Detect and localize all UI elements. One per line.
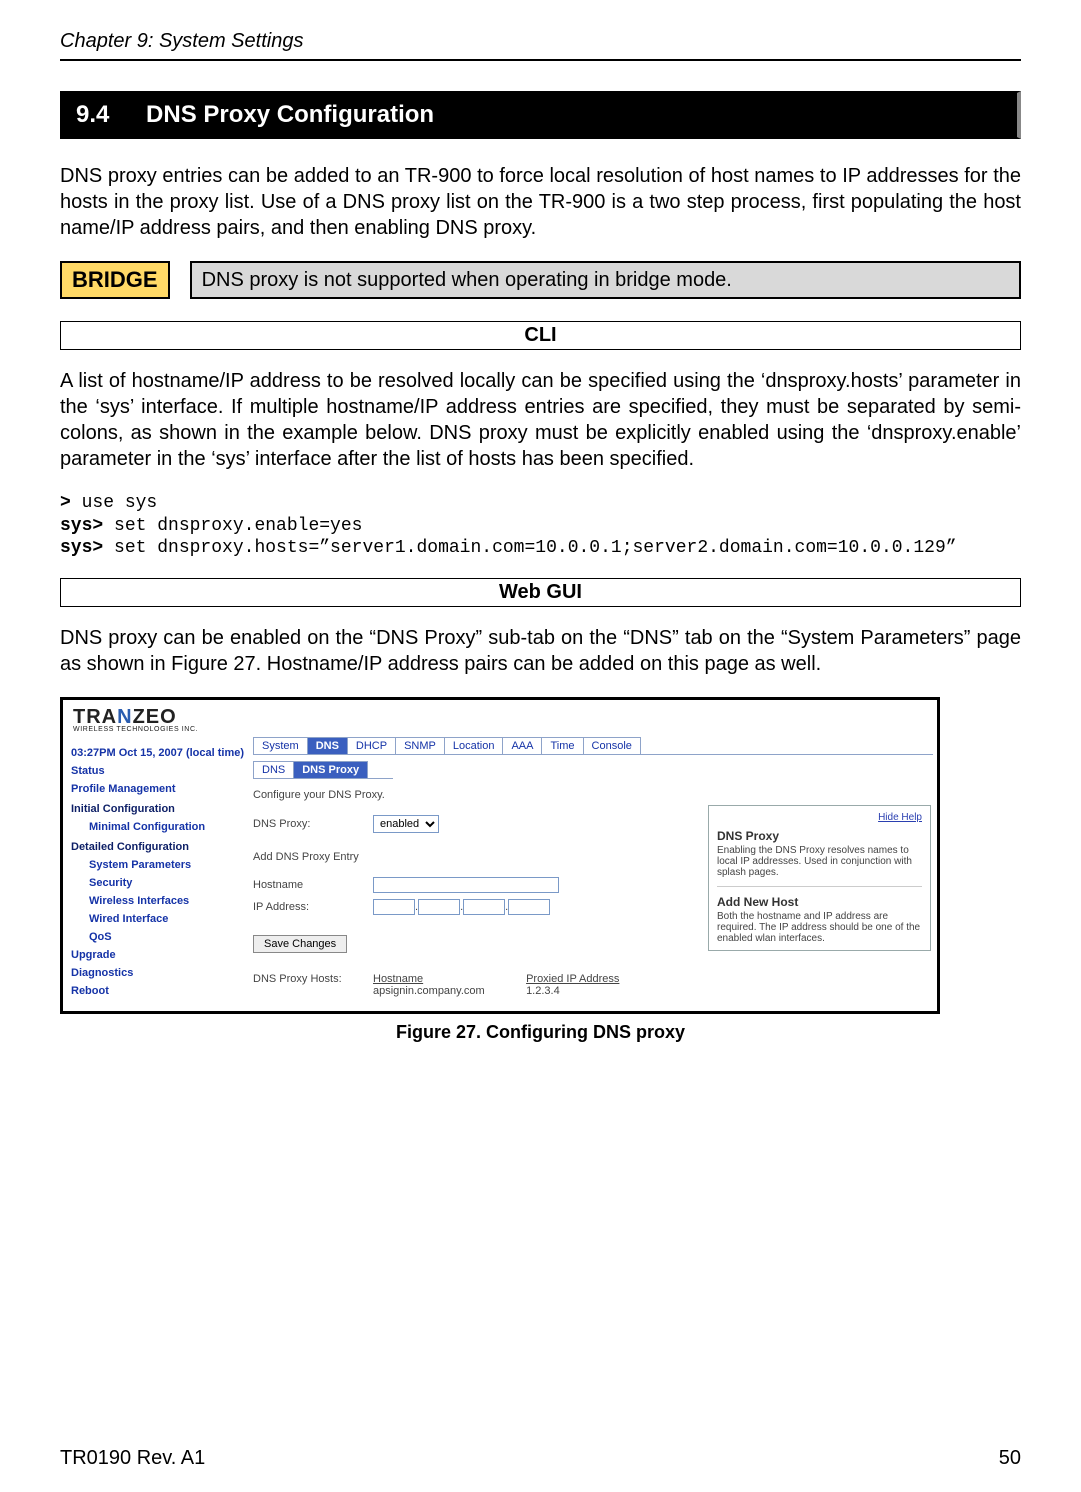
dns-proxy-screenshot: TRANZEO WIRELESS TECHNOLOGIES INC. 03:27… <box>60 697 940 1014</box>
sidebar-item-wireless-interfaces[interactable]: Wireless Interfaces <box>71 895 249 907</box>
tab-time[interactable]: Time <box>541 737 583 754</box>
cell-hostname: apsignin.company.com <box>373 985 523 997</box>
sidebar-section-detailed-config: Detailed Configuration <box>71 841 249 853</box>
sidebar-item-upgrade[interactable]: Upgrade <box>71 949 249 961</box>
intro-paragraph: DNS proxy entries can be added to an TR-… <box>60 163 1021 241</box>
sidebar-item-system-parameters[interactable]: System Parameters <box>71 859 249 871</box>
section-title-bar: 9.4 DNS Proxy Configuration <box>60 91 1021 139</box>
cli-command: use sys <box>71 493 157 513</box>
subtab-dns-proxy[interactable]: DNS Proxy <box>293 761 368 778</box>
help-heading-add-new-host: Add New Host <box>717 895 922 909</box>
main-tabbar: System DNS DHCP SNMP Location AAA Time C… <box>253 737 933 755</box>
section-title: DNS Proxy Configuration <box>146 101 434 128</box>
sidebar-item-diagnostics[interactable]: Diagnostics <box>71 967 249 979</box>
logo-part: TRA <box>73 706 117 728</box>
footer-doc-id: TR0190 Rev. A1 <box>60 1447 205 1470</box>
sidebar-section-initial-config: Initial Configuration <box>71 803 249 815</box>
cli-prompt: sys> <box>60 516 103 536</box>
screenshot-body: 03:27PM Oct 15, 2007 (local time) Status… <box>63 735 937 1011</box>
sub-tabbar: DNS DNS Proxy <box>253 761 393 779</box>
screenshot-content: System DNS DHCP SNMP Location AAA Time C… <box>249 735 937 1011</box>
ip-octet-3-input[interactable] <box>463 899 505 915</box>
col-proxied-ip: Proxied IP Address <box>526 973 619 985</box>
tab-aaa[interactable]: AAA <box>502 737 542 754</box>
logo-subtitle: WIRELESS TECHNOLOGIES INC. <box>73 726 927 733</box>
tab-dhcp[interactable]: DHCP <box>347 737 396 754</box>
configure-text: Configure your DNS Proxy. <box>253 789 933 801</box>
sidebar-item-minimal-config[interactable]: Minimal Configuration <box>71 821 249 833</box>
webgui-paragraph: DNS proxy can be enabled on the “DNS Pro… <box>60 625 1021 677</box>
table-row: apsignin.company.com 1.2.3.4 <box>373 985 619 997</box>
sidebar-item-profile-management[interactable]: Profile Management <box>71 783 249 795</box>
sidebar-item-status[interactable]: Status <box>71 765 249 777</box>
logo-area: TRANZEO WIRELESS TECHNOLOGIES INC. <box>63 700 937 735</box>
bridge-callout-row: BRIDGE DNS proxy is not supported when o… <box>60 261 1021 299</box>
help-divider <box>717 886 922 887</box>
page-footer: TR0190 Rev. A1 50 <box>60 1447 1021 1470</box>
webgui-banner: Web GUI <box>60 578 1021 607</box>
help-text-dns-proxy: Enabling the DNS Proxy resolves names to… <box>717 845 922 878</box>
ip-octet-4-input[interactable] <box>508 899 550 915</box>
dns-proxy-hosts-label: DNS Proxy Hosts: <box>253 973 373 985</box>
cli-command: set dnsproxy.enable=yes <box>103 516 362 536</box>
hide-help-wrap: Hide Help <box>717 812 922 823</box>
sidebar-item-security[interactable]: Security <box>71 877 249 889</box>
dns-proxy-label: DNS Proxy: <box>253 818 373 830</box>
screenshot-sidebar: 03:27PM Oct 15, 2007 (local time) Status… <box>63 735 249 1011</box>
ip-octet-2-input[interactable] <box>418 899 460 915</box>
cell-ip: 1.2.3.4 <box>526 985 560 997</box>
tab-snmp[interactable]: SNMP <box>395 737 445 754</box>
bridge-note: DNS proxy is not supported when operatin… <box>190 261 1021 299</box>
ip-octet-1-input[interactable] <box>373 899 415 915</box>
section-number: 9.4 <box>76 101 109 128</box>
tab-dns[interactable]: DNS <box>307 737 348 754</box>
chapter-header: Chapter 9: System Settings <box>60 30 1021 61</box>
figure-caption: Figure 27. Configuring DNS proxy <box>60 1022 1021 1043</box>
help-panel: Hide Help DNS Proxy Enabling the DNS Pro… <box>708 805 931 951</box>
subtab-dns[interactable]: DNS <box>253 761 294 778</box>
dns-proxy-hosts-row: DNS Proxy Hosts: Hostname Proxied IP Add… <box>253 973 933 997</box>
tab-location[interactable]: Location <box>444 737 504 754</box>
tab-console[interactable]: Console <box>583 737 641 754</box>
hostname-input[interactable] <box>373 877 559 893</box>
hostname-label: Hostname <box>253 879 373 891</box>
cli-prompt: sys> <box>60 538 103 558</box>
help-heading-dns-proxy: DNS Proxy <box>717 829 922 843</box>
dns-proxy-hosts-table: Hostname Proxied IP Address apsignin.com… <box>373 973 619 997</box>
cli-paragraph: A list of hostname/IP address to be reso… <box>60 368 1021 472</box>
logo-part-blue: N <box>117 706 132 728</box>
bridge-badge: BRIDGE <box>60 261 170 299</box>
cli-banner: CLI <box>60 321 1021 350</box>
document-page: Chapter 9: System Settings 9.4 DNS Proxy… <box>0 0 1081 1492</box>
hide-help-link[interactable]: Hide Help <box>878 812 922 823</box>
sidebar-time: 03:27PM Oct 15, 2007 (local time) <box>71 747 249 759</box>
help-text-add-new-host: Both the hostname and IP address are req… <box>717 911 922 944</box>
sidebar-item-reboot[interactable]: Reboot <box>71 985 249 997</box>
dns-proxy-select[interactable]: enabled <box>373 815 439 833</box>
cli-code-block: > use sys sys> set dnsproxy.enable=yes s… <box>60 492 1021 560</box>
sidebar-item-wired-interface[interactable]: Wired Interface <box>71 913 249 925</box>
col-hostname: Hostname <box>373 973 523 985</box>
tab-system[interactable]: System <box>253 737 308 754</box>
cli-prompt: > <box>60 493 71 513</box>
sidebar-item-qos[interactable]: QoS <box>71 931 249 943</box>
ip-address-label: IP Address: <box>253 901 373 913</box>
footer-page-number: 50 <box>999 1447 1021 1470</box>
table-header-row: Hostname Proxied IP Address <box>373 973 619 985</box>
logo-part: ZEO <box>133 706 177 728</box>
cli-command: set dnsproxy.hosts=”server1.domain.com=1… <box>103 538 956 558</box>
save-changes-button[interactable]: Save Changes <box>253 935 347 953</box>
